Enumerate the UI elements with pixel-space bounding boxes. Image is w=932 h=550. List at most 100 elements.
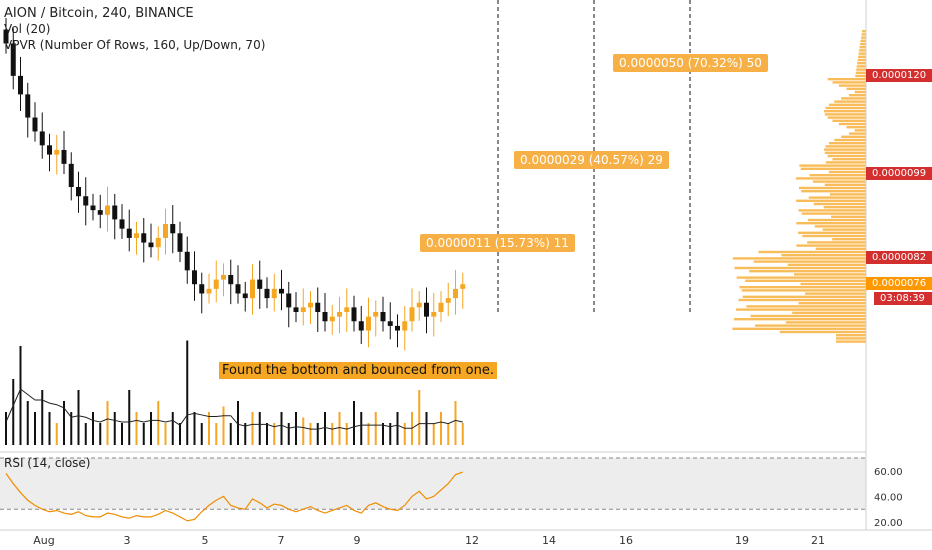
profile-bar <box>827 116 866 119</box>
profile-bar <box>834 138 866 142</box>
candle-body <box>97 210 103 215</box>
candle-body <box>235 284 241 294</box>
profile-bar <box>857 62 866 65</box>
profile-bar <box>809 174 866 177</box>
candle-body <box>10 43 16 76</box>
profile-bar <box>854 90 866 94</box>
candle-body <box>460 284 466 289</box>
profile-bar <box>753 260 866 263</box>
candle-body <box>416 302 422 308</box>
rsi-line <box>5 471 463 522</box>
volume-bar <box>461 423 464 445</box>
profile-bar <box>856 68 866 71</box>
profile-bar <box>846 87 866 90</box>
profile-bar <box>838 84 866 87</box>
candle-body <box>192 270 197 285</box>
profile-bar <box>825 106 866 110</box>
profile-bar <box>849 132 866 135</box>
candle-body <box>47 145 52 155</box>
volume-bar <box>113 412 116 445</box>
candle-body <box>344 307 350 312</box>
profile-bar <box>858 52 866 55</box>
profile-bar <box>827 78 866 81</box>
volume-bar <box>237 401 239 445</box>
profile-bar <box>824 148 866 151</box>
volume-bar <box>92 412 94 445</box>
volume-bar <box>295 412 297 445</box>
profile-bar <box>750 314 866 318</box>
time-tick: 19 <box>735 534 749 547</box>
volume-bar <box>440 412 442 445</box>
volume-bar <box>34 412 36 445</box>
volume-bar <box>353 401 355 445</box>
candle-body <box>315 302 321 312</box>
rsi-band <box>0 458 866 510</box>
profile-bar <box>854 129 866 132</box>
profile-bar <box>834 100 866 103</box>
volume-bar <box>309 423 312 445</box>
profile-bar <box>785 321 866 324</box>
candle-body <box>264 288 270 299</box>
candle-body <box>453 288 458 299</box>
profile-bar <box>827 154 866 158</box>
profile-bar <box>732 327 866 330</box>
profile-bar <box>861 36 866 39</box>
rsi-tick: 20.00 <box>874 518 903 529</box>
profile-bar <box>855 71 866 74</box>
profile-bar <box>749 270 866 273</box>
candle-body <box>184 251 190 271</box>
candle-body <box>279 288 284 294</box>
candle-body <box>112 205 118 220</box>
volume-bar <box>229 423 232 445</box>
candle-body <box>76 186 81 197</box>
profile-bar <box>828 170 866 174</box>
volume-bar <box>389 423 392 445</box>
time-tick: 14 <box>542 534 556 547</box>
profile-bar <box>824 110 866 113</box>
profile-bar <box>813 202 866 206</box>
candle-body <box>380 312 386 322</box>
chart-title: AION / Bitcoin, 240, BINANCE <box>4 6 194 21</box>
rsi-legend: RSI (14, close) <box>4 456 91 470</box>
candle-body <box>250 279 255 299</box>
vol-legend: Vol (20) <box>4 22 51 36</box>
volume-bar <box>302 417 305 445</box>
volume-bar <box>425 412 428 445</box>
profile-bar <box>798 231 866 234</box>
profile-bar <box>798 302 866 305</box>
profile-bar <box>792 311 866 314</box>
volume-bar <box>48 412 51 445</box>
profile-bar <box>856 65 866 68</box>
profile-bar <box>755 324 866 327</box>
candle-body <box>148 242 154 248</box>
profile-bar <box>798 209 866 212</box>
volume-bar <box>316 423 319 445</box>
measure-label-3: 0.0000050 (70.32%) 50 <box>613 54 768 72</box>
volume-bar <box>331 423 334 445</box>
profile-bar <box>841 135 866 138</box>
candle-body <box>199 284 205 294</box>
volume-bar <box>200 423 203 445</box>
volume-bar <box>84 423 87 445</box>
candle-body <box>395 325 400 331</box>
candle-body <box>170 224 176 234</box>
candle-body <box>206 288 212 294</box>
candle-body <box>293 307 299 312</box>
profile-bar <box>832 81 866 84</box>
profile-bar <box>815 247 866 250</box>
profile-bar <box>808 196 866 199</box>
profile-bar <box>859 49 866 52</box>
volume-bar <box>418 390 421 445</box>
profile-bar <box>739 286 866 289</box>
profile-bar <box>745 279 866 282</box>
price-axis: 0.00001300.00001200.00001100.00000990.00… <box>865 0 903 530</box>
volume-bar <box>222 406 225 445</box>
candle-body <box>68 163 74 187</box>
volume-bar <box>164 423 167 445</box>
volume-bar <box>5 412 7 445</box>
candle-body <box>402 321 408 331</box>
profile-bar <box>836 337 866 340</box>
profile-bar <box>801 212 866 215</box>
profile-bar <box>742 295 866 298</box>
